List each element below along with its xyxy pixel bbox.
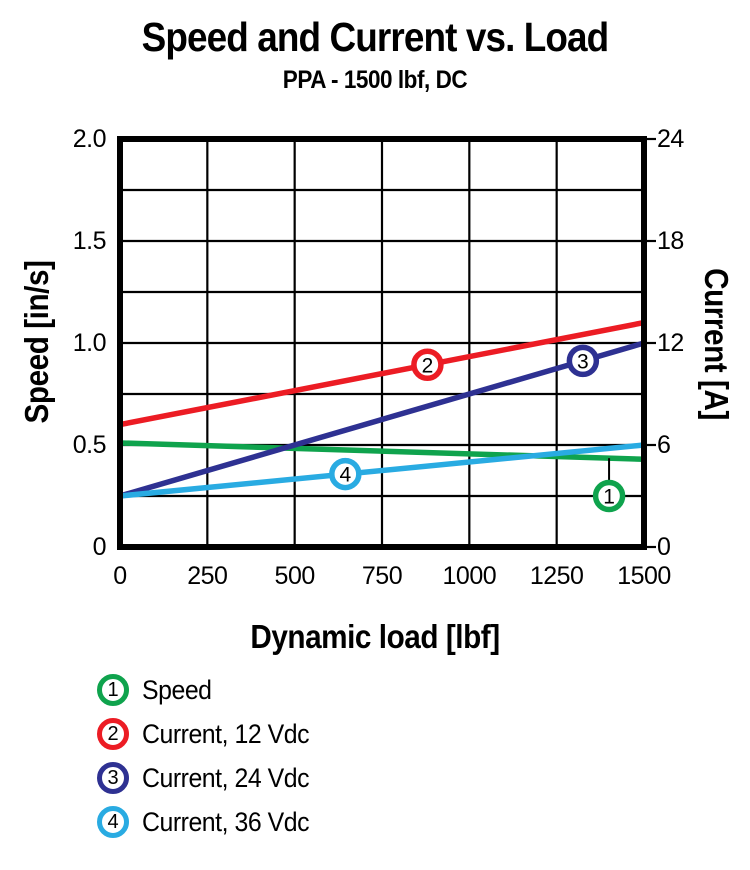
yr-tick-label: 24 xyxy=(657,125,684,153)
y-right-axis-title: Current [A] xyxy=(698,268,735,420)
callout-number-4: 4 xyxy=(339,464,351,487)
legend-item-2: 2 Current, 12 Vdc xyxy=(97,718,324,750)
callout-ring-2 xyxy=(411,348,444,382)
chart-title: Speed and Current vs. Load xyxy=(141,14,610,60)
x-tick-label: 500 xyxy=(274,562,316,590)
legend-ring-icon: 1 xyxy=(97,674,129,706)
x-axis-title: Dynamic load [lbf] xyxy=(250,618,500,655)
callout-number-2: 2 xyxy=(422,354,434,377)
x-tick-label: 750 xyxy=(361,562,403,590)
legend-item-4: 4 Current, 36 Vdc xyxy=(97,806,324,838)
yl-tick-label: 2.0 xyxy=(72,125,107,153)
yr-tick-label: 0 xyxy=(657,533,671,561)
legend-ring-icon: 4 xyxy=(97,806,129,838)
yr-tick-label: 12 xyxy=(657,329,684,357)
callout-ring-3 xyxy=(566,344,600,378)
series-line-speed xyxy=(119,440,645,463)
callout-number-3: 3 xyxy=(577,350,589,373)
callout-ring-4 xyxy=(329,457,362,491)
callout-ring-1 xyxy=(592,479,626,513)
yr-tick-label: 6 xyxy=(657,431,671,459)
legend-ring-icon: 3 xyxy=(97,762,129,794)
series-line-current-12-vdc xyxy=(119,319,645,428)
x-tick-label: 1250 xyxy=(529,562,584,590)
legend-item-3: 3 Current, 24 Vdc xyxy=(97,762,324,794)
x-tick-label: 1500 xyxy=(617,562,671,590)
series-line-current-24-vdc xyxy=(119,340,645,499)
yl-tick-label: 1.0 xyxy=(72,329,107,357)
legend-item-label: Speed xyxy=(142,674,212,705)
x-tick-label: 250 xyxy=(187,562,228,590)
legend-item-label: Current, 12 Vdc xyxy=(142,718,310,749)
callout-number-1: 1 xyxy=(603,486,615,509)
legend-ring-icon: 2 xyxy=(97,718,129,750)
legend: 1 Speed 2 Current, 12 Vdc 3 Current, 24 Vdc 4 C… xyxy=(97,674,324,838)
legend-item-1: 1 Speed xyxy=(97,674,324,706)
y-left-axis-title: Speed [in/s] xyxy=(18,260,55,424)
chart-subtitle: PPA - 1500 lbf, DC xyxy=(282,66,468,94)
x-tick-label: 0 xyxy=(113,562,127,590)
yl-tick-label: 0.5 xyxy=(72,431,107,459)
yr-tick-label: 18 xyxy=(657,227,684,255)
legend-item-label: Current, 24 Vdc xyxy=(142,762,310,793)
legend-item-label: Current, 36 Vdc xyxy=(142,806,310,837)
x-tick-label: 1000 xyxy=(442,562,497,590)
yl-tick-label: 1.5 xyxy=(72,227,107,255)
yl-tick-label: 0 xyxy=(92,533,107,561)
series-line-current-36-vdc xyxy=(119,442,645,499)
